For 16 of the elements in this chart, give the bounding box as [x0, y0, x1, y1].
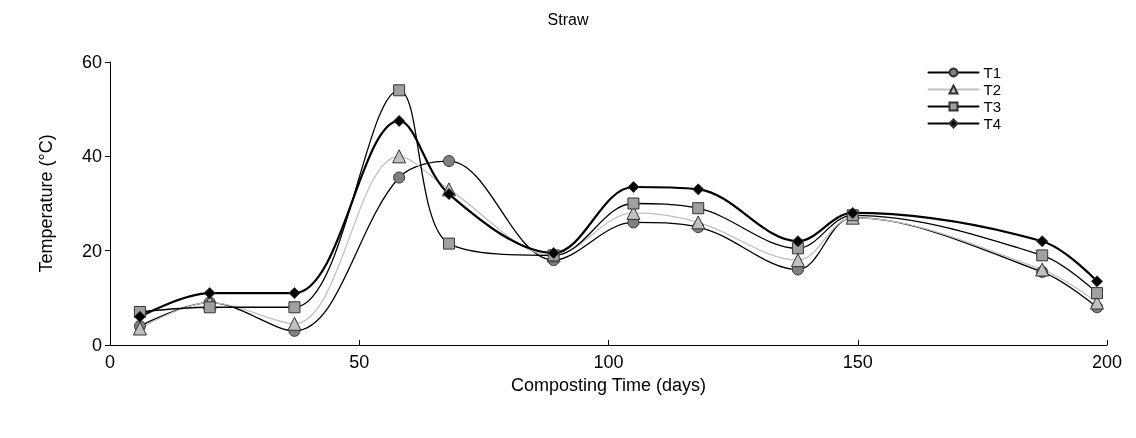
- y-tick-label: 0: [91, 335, 102, 355]
- x-tick-label: 0: [104, 352, 116, 372]
- legend-label: T2: [983, 81, 1002, 98]
- x-tick-label: 200: [1091, 352, 1123, 372]
- x-axis-title: Composting Time (days): [510, 374, 707, 395]
- legend-label: T1: [983, 64, 1002, 81]
- legend-label: T3: [983, 98, 1002, 115]
- y-tick-label: 40: [81, 146, 102, 167]
- x-tick-label: 100: [593, 352, 624, 372]
- chart-title: Straw: [547, 10, 589, 28]
- y-tick-label: 60: [81, 52, 102, 72]
- legend-label: T4: [983, 115, 1002, 132]
- y-tick-label: 20: [81, 240, 102, 261]
- y-axis-title: Temperature (°C): [36, 134, 56, 273]
- x-tick-label: 50: [349, 352, 370, 372]
- x-tick-label: 150: [842, 352, 873, 372]
